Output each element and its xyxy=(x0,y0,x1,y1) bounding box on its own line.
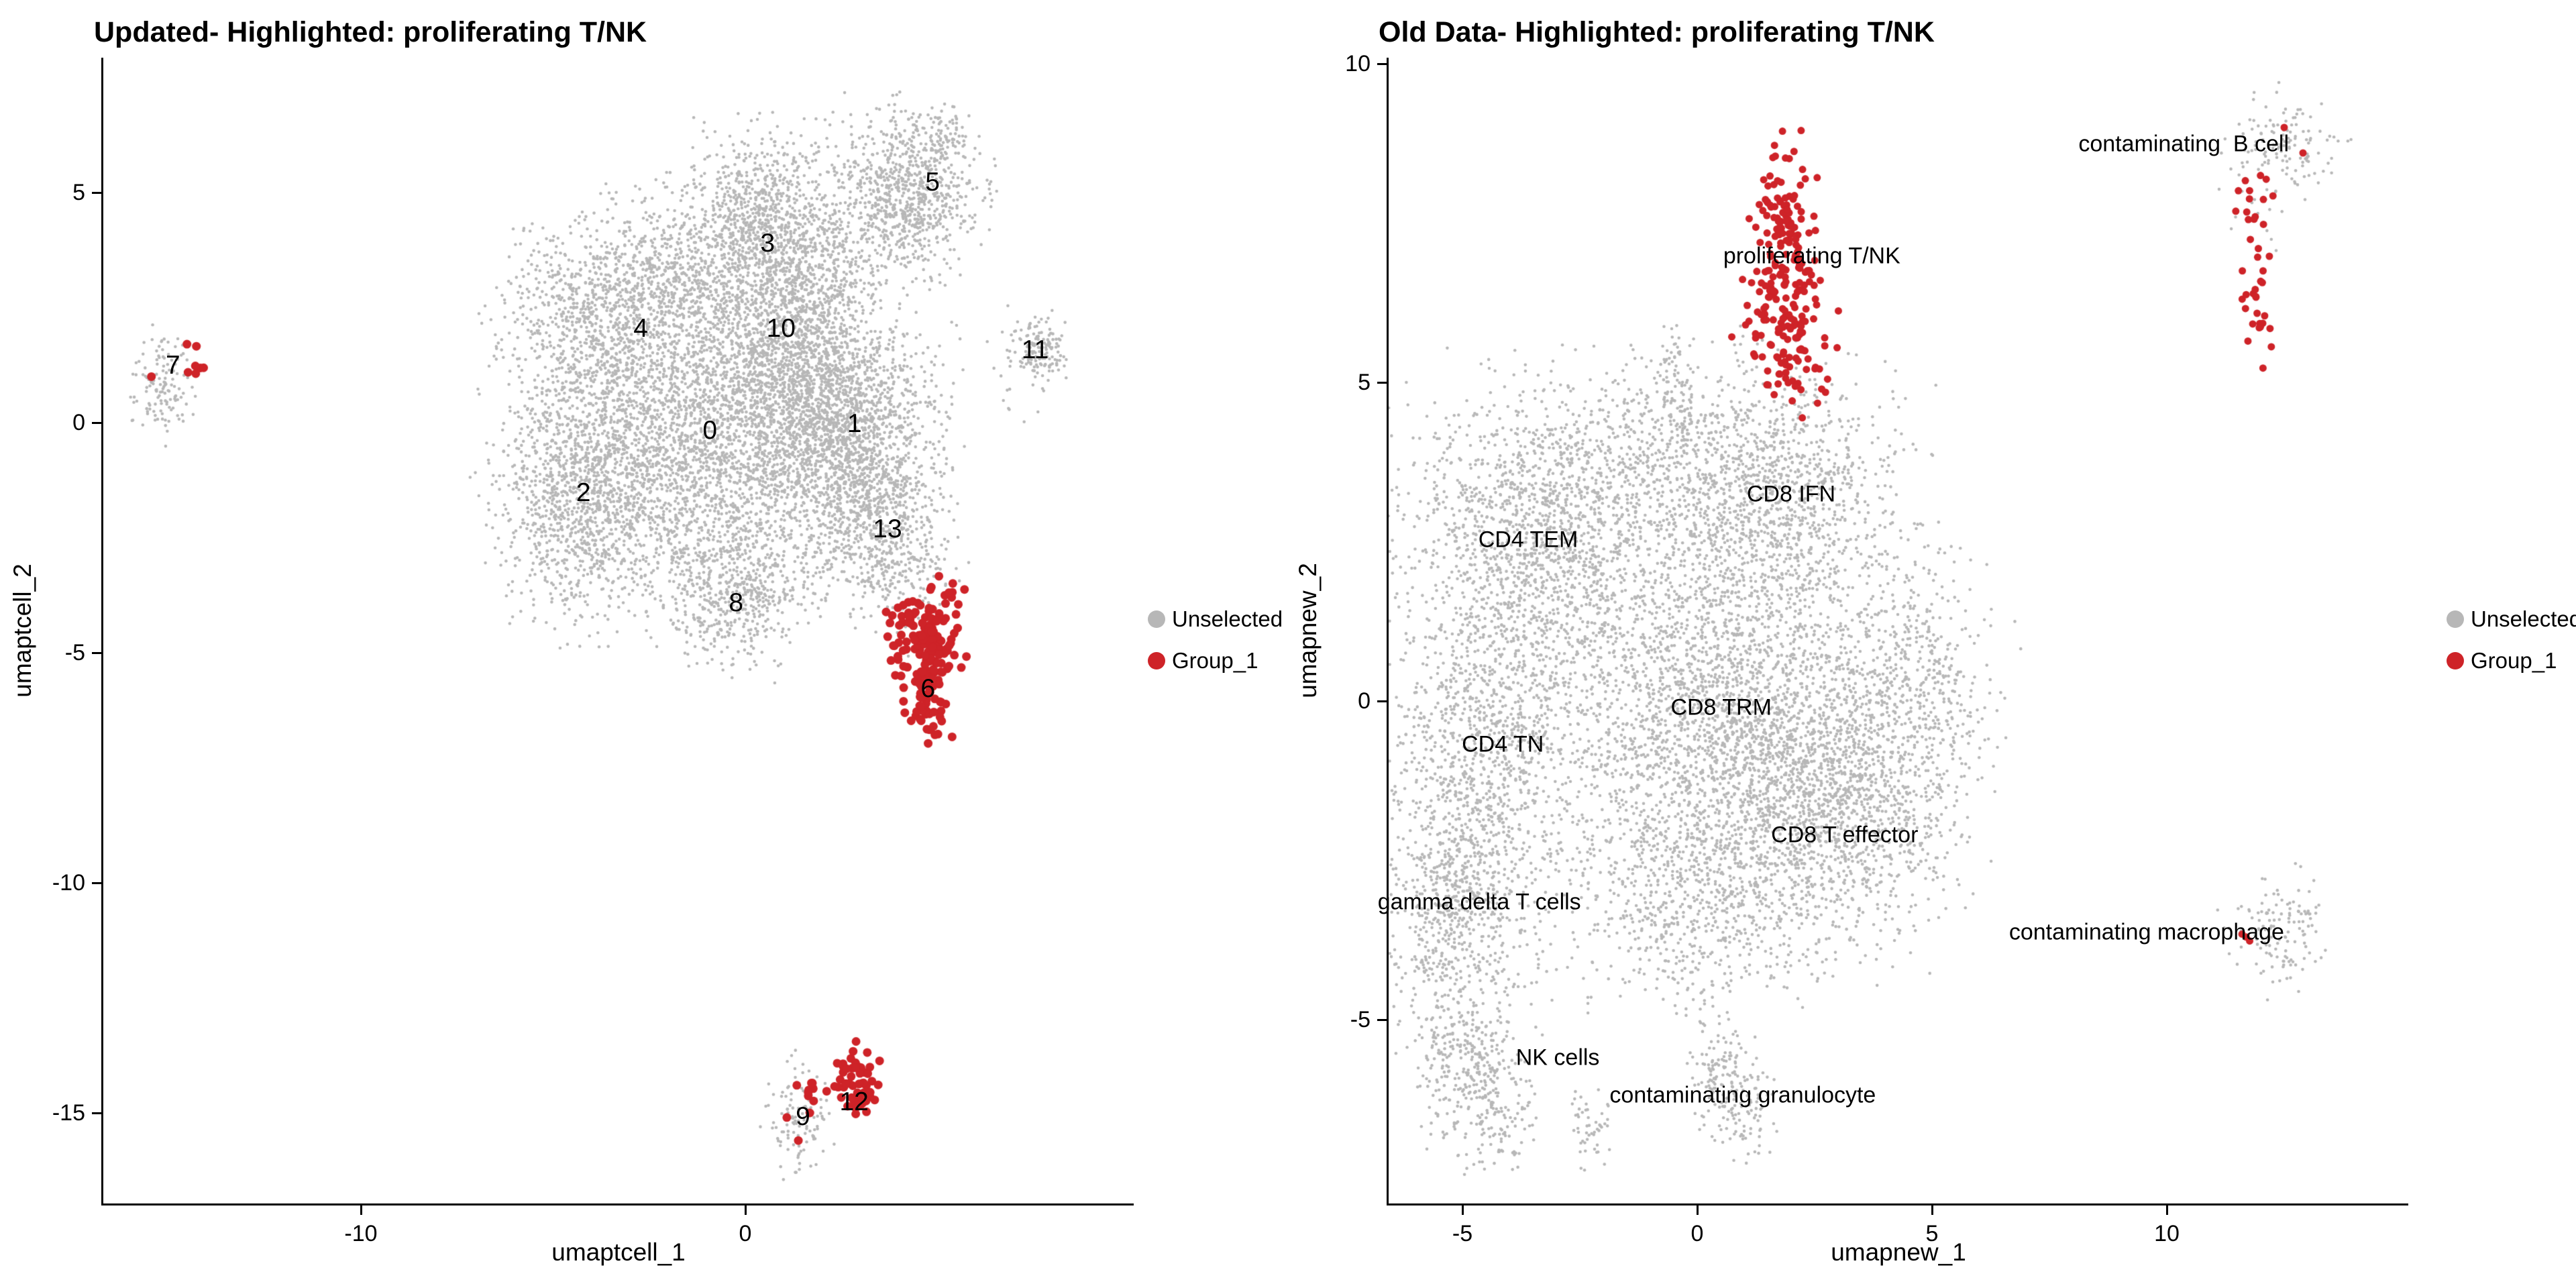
plot-title-updated: Updated- Highlighted: proliferating T/NK xyxy=(94,16,647,48)
y-tick-mark xyxy=(92,881,101,884)
x-tick-label: 0 xyxy=(739,1221,752,1246)
y-tick-label: -10 xyxy=(52,870,85,896)
x-tick-label: 0 xyxy=(1690,1221,1704,1246)
y-tick-label: 5 xyxy=(1358,370,1371,395)
cell-type-annotation: gamma delta T cells xyxy=(1377,889,1581,915)
cluster-number-label: 9 xyxy=(796,1102,810,1132)
y-tick-mark xyxy=(1377,700,1387,702)
y-tick-mark xyxy=(1377,1018,1387,1021)
cluster-number-label: 2 xyxy=(576,478,591,507)
cell-type-annotation: contaminating granulocyte xyxy=(1609,1082,1876,1108)
y-tick-mark xyxy=(92,651,101,654)
y-tick-label: -5 xyxy=(1350,1007,1371,1032)
plot-title-old: Old Data- Highlighted: proliferating T/N… xyxy=(1379,16,1935,48)
y-tick-mark xyxy=(92,191,101,194)
y-axis-title-updated: umaptcell_2 xyxy=(9,564,36,698)
legend-label: Group_1 xyxy=(2471,648,2557,673)
umap-panel-old xyxy=(1387,58,2408,1205)
cluster-number-label: 0 xyxy=(702,415,718,445)
legend-label: Group_1 xyxy=(1172,648,1258,673)
cluster-number-label: 12 xyxy=(839,1087,869,1117)
x-tick-mark xyxy=(2165,1205,2168,1215)
cell-type-annotation: CD4 TN xyxy=(1462,731,1544,757)
x-axis-title-old: umapnew_1 xyxy=(1831,1238,1966,1266)
legend-label: Unselected xyxy=(2471,606,2576,631)
umap-panel-updated xyxy=(101,58,1134,1205)
y-tick-mark xyxy=(1377,62,1387,65)
y-tick-label: 0 xyxy=(72,410,85,435)
x-tick-label: -10 xyxy=(344,1221,378,1246)
y-tick-mark xyxy=(92,421,101,424)
cell-type-annotation: CD4 TEM xyxy=(1478,527,1578,553)
cell-type-annotation: contaminating macrophage xyxy=(2008,919,2284,945)
cluster-number-label: 8 xyxy=(729,588,744,617)
cluster-number-label: 3 xyxy=(760,229,775,258)
cell-type-annotation: CD8 T effector xyxy=(1771,822,1919,848)
cell-type-annotation: proliferating T/NK xyxy=(1723,243,1900,269)
x-tick-mark xyxy=(1696,1205,1699,1215)
cluster-number-label: 10 xyxy=(766,314,796,343)
legend-item: Unselected xyxy=(1148,606,1349,633)
legend-swatch-icon xyxy=(1148,610,1165,628)
cluster-number-label: 4 xyxy=(633,314,648,343)
legend-item: Unselected xyxy=(2447,606,2576,633)
cluster-number-label: 5 xyxy=(925,167,940,197)
cluster-number-label: 13 xyxy=(873,515,902,544)
cell-type-annotation: CD8 IFN xyxy=(1746,481,1836,507)
scatter-canvas xyxy=(103,58,1134,1203)
legend-item: Group_1 xyxy=(1148,647,1349,674)
y-tick-label: -5 xyxy=(64,640,85,665)
x-tick-mark xyxy=(360,1205,362,1215)
cell-type-annotation: contaminating B cell xyxy=(2078,131,2290,157)
legend-swatch-icon xyxy=(2447,610,2464,628)
x-tick-label: -5 xyxy=(1452,1221,1473,1246)
y-tick-label: -15 xyxy=(52,1100,85,1126)
legend-label: Unselected xyxy=(1172,606,1283,631)
cluster-number-label: 7 xyxy=(165,350,180,380)
legend-swatch-icon xyxy=(1148,652,1165,669)
y-tick-label: 5 xyxy=(72,180,85,205)
x-tick-mark xyxy=(1461,1205,1464,1215)
cluster-number-label: 11 xyxy=(1021,335,1049,365)
x-axis-title-updated: umaptcell_1 xyxy=(551,1238,686,1266)
y-tick-label: 0 xyxy=(1358,688,1371,714)
y-tick-mark xyxy=(1377,381,1387,384)
y-tick-mark xyxy=(92,1112,101,1114)
cluster-number-label: 1 xyxy=(847,409,862,439)
cell-type-annotation: CD8 TRM xyxy=(1670,694,1772,720)
x-tick-label: 5 xyxy=(1925,1221,1939,1246)
legend-item: Group_1 xyxy=(2447,647,2576,674)
x-tick-label: 10 xyxy=(2154,1221,2180,1246)
y-tick-label: 10 xyxy=(1345,51,1371,76)
cell-type-annotation: NK cells xyxy=(1515,1044,1600,1071)
legend-swatch-icon xyxy=(2447,652,2464,669)
cluster-number-label: 6 xyxy=(920,674,936,704)
x-tick-mark xyxy=(1931,1205,1933,1215)
x-tick-mark xyxy=(744,1205,747,1215)
scatter-canvas xyxy=(1389,58,2408,1203)
